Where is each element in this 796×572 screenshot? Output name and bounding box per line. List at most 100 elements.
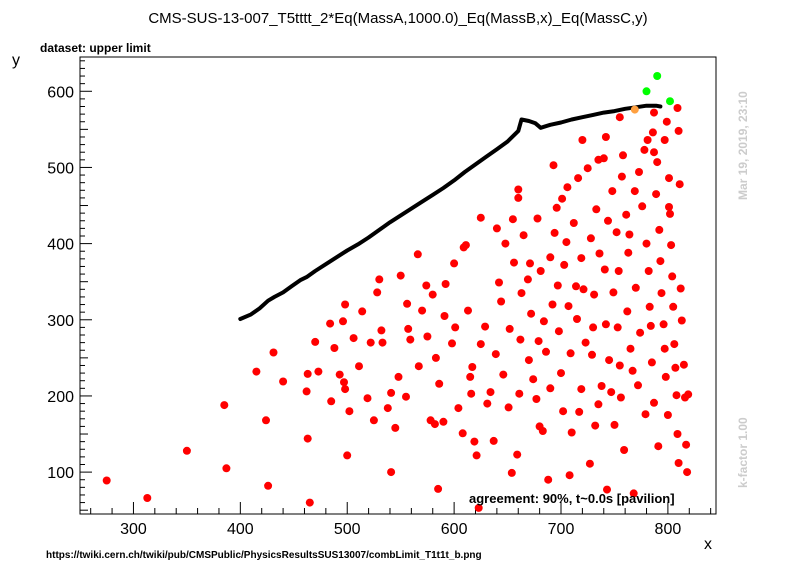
data-point bbox=[505, 324, 514, 333]
data-point bbox=[624, 248, 633, 257]
data-point bbox=[330, 344, 339, 352]
data-point bbox=[510, 258, 518, 267]
data-point bbox=[539, 317, 548, 326]
data-point bbox=[601, 320, 610, 329]
data-point bbox=[526, 259, 534, 268]
data-point bbox=[559, 407, 568, 416]
data-point bbox=[609, 288, 618, 297]
data-point bbox=[143, 494, 152, 502]
data-point bbox=[597, 382, 606, 390]
data-point bbox=[617, 172, 626, 181]
x-tick-label: 400 bbox=[227, 521, 254, 538]
data-point bbox=[607, 388, 616, 397]
data-point bbox=[650, 148, 658, 157]
data-point bbox=[665, 174, 673, 183]
data-point bbox=[684, 390, 693, 399]
data-point bbox=[665, 203, 673, 211]
data-point bbox=[302, 387, 311, 396]
data-point bbox=[220, 401, 229, 410]
data-point bbox=[413, 250, 422, 259]
data-point bbox=[592, 205, 601, 214]
data-point bbox=[625, 230, 634, 239]
y-axis: 100 200 300 400 500 600 bbox=[47, 60, 92, 511]
data-point bbox=[504, 403, 513, 412]
data-point bbox=[378, 338, 387, 347]
data-point bbox=[661, 372, 670, 381]
data-point bbox=[546, 384, 555, 393]
data-point bbox=[391, 423, 400, 432]
data-point bbox=[553, 281, 562, 290]
data-point bbox=[644, 267, 653, 275]
data-point bbox=[669, 302, 678, 311]
data-point bbox=[581, 338, 590, 347]
data-point bbox=[663, 411, 672, 419]
data-point bbox=[448, 339, 456, 348]
data-point bbox=[252, 367, 261, 376]
data-point bbox=[476, 213, 485, 222]
data-point bbox=[615, 361, 624, 370]
data-point bbox=[524, 356, 533, 365]
data-point bbox=[562, 238, 571, 247]
data-point bbox=[514, 193, 523, 202]
data-point bbox=[595, 249, 604, 258]
data-point bbox=[676, 284, 685, 293]
data-point bbox=[603, 485, 611, 494]
data-point bbox=[666, 97, 674, 106]
y-tick-label: 100 bbox=[47, 465, 74, 482]
points-layer bbox=[102, 72, 693, 512]
data-point bbox=[674, 459, 683, 467]
y-axis-label: y bbox=[12, 52, 20, 69]
data-point bbox=[630, 105, 639, 114]
data-point bbox=[470, 437, 479, 446]
data-point bbox=[636, 328, 645, 337]
data-point bbox=[529, 375, 538, 384]
data-point bbox=[660, 136, 669, 144]
data-point bbox=[572, 282, 580, 291]
x-tick-label: 700 bbox=[548, 521, 575, 538]
agreement-label: agreement: 90%, t~0.0s [pavilion] bbox=[469, 491, 675, 506]
data-point bbox=[638, 202, 647, 211]
data-point bbox=[660, 344, 669, 353]
y-tick-label: 600 bbox=[47, 84, 74, 101]
data-point bbox=[579, 285, 588, 294]
data-point bbox=[343, 451, 352, 460]
data-point bbox=[674, 126, 683, 135]
data-point bbox=[549, 161, 558, 170]
data-point bbox=[643, 136, 652, 144]
data-point bbox=[435, 379, 444, 388]
data-point bbox=[554, 327, 563, 336]
data-point bbox=[340, 378, 348, 387]
data-point bbox=[341, 300, 350, 309]
data-point bbox=[542, 347, 550, 356]
data-point bbox=[574, 174, 583, 183]
data-point bbox=[466, 372, 475, 381]
data-point bbox=[497, 297, 506, 306]
data-point bbox=[536, 267, 545, 275]
data-point bbox=[560, 260, 569, 269]
data-point bbox=[612, 228, 621, 237]
data-point bbox=[648, 128, 657, 137]
data-point bbox=[655, 225, 664, 234]
data-point bbox=[605, 356, 614, 365]
data-point bbox=[472, 451, 481, 460]
data-point bbox=[671, 363, 680, 372]
data-point bbox=[269, 348, 278, 357]
data-point bbox=[326, 319, 335, 328]
data-point bbox=[366, 338, 375, 347]
data-point bbox=[279, 377, 288, 386]
data-point bbox=[594, 400, 603, 409]
data-point bbox=[264, 481, 273, 490]
data-point bbox=[565, 471, 574, 480]
data-point bbox=[377, 326, 386, 335]
data-point bbox=[474, 503, 483, 512]
data-point bbox=[431, 353, 440, 362]
data-point bbox=[311, 337, 320, 346]
data-point bbox=[586, 234, 595, 243]
data-point bbox=[527, 309, 536, 318]
data-point bbox=[589, 323, 598, 332]
data-point bbox=[652, 190, 661, 199]
data-point bbox=[590, 290, 599, 299]
data-point bbox=[668, 272, 677, 281]
data-point bbox=[394, 372, 403, 381]
data-point bbox=[102, 476, 111, 485]
